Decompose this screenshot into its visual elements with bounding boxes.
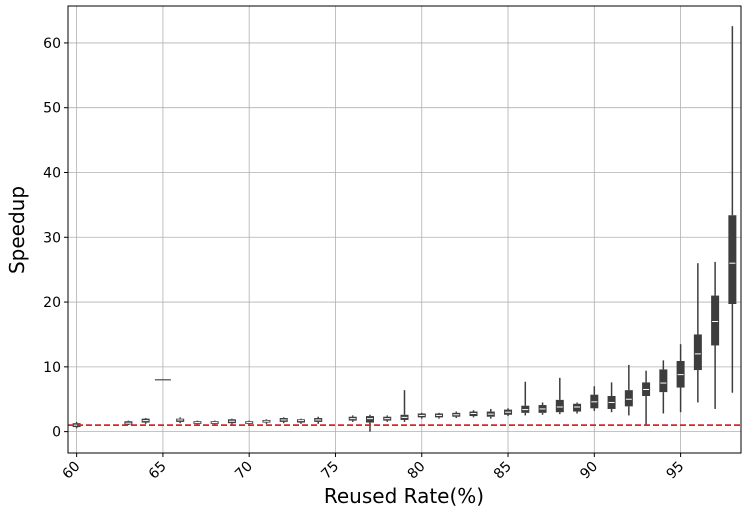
box xyxy=(624,390,633,407)
x-tick-label: 65 xyxy=(146,459,170,483)
y-tick-label: 60 xyxy=(43,36,61,52)
plot-frame xyxy=(67,5,742,454)
x-tick-label: 70 xyxy=(232,459,256,483)
x-axis-label: Reused Rate(%) xyxy=(324,484,484,508)
y-tick-label: 30 xyxy=(43,230,61,246)
x-tick-label: 95 xyxy=(664,459,688,483)
x-tick-label: 85 xyxy=(491,459,515,483)
box xyxy=(711,295,720,346)
x-tick-label: 60 xyxy=(60,459,84,483)
y-axis-label: Speedup xyxy=(5,186,29,274)
y-tick-label: 0 xyxy=(52,425,61,441)
x-tick-label: 90 xyxy=(577,459,601,483)
box xyxy=(573,403,582,412)
box xyxy=(555,399,564,413)
y-tick-label: 40 xyxy=(43,165,61,181)
x-tick-label: 80 xyxy=(405,459,429,483)
y-tick-label: 10 xyxy=(43,360,61,376)
y-tick-label: 20 xyxy=(43,295,61,311)
box xyxy=(728,215,737,304)
box xyxy=(365,416,374,423)
x-tick-label: 75 xyxy=(318,459,342,483)
box xyxy=(693,334,702,371)
y-tick-label: 50 xyxy=(43,101,61,117)
box xyxy=(659,369,668,393)
